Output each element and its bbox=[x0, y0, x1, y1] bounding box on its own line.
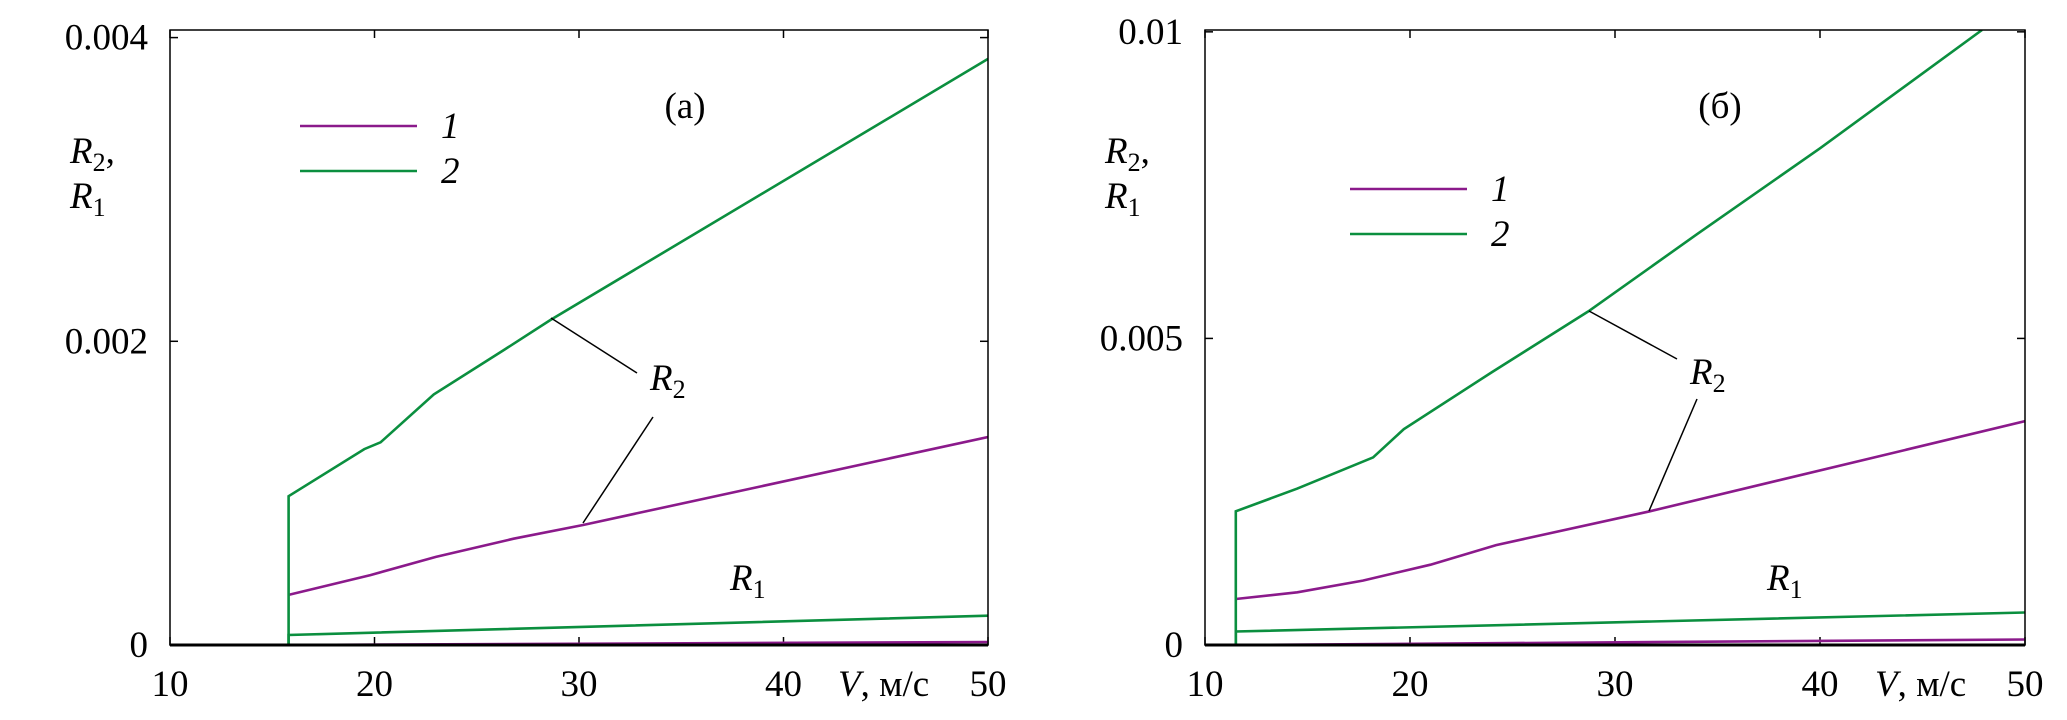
r2-annotation: R2 bbox=[649, 358, 686, 404]
y-tick-label: 0.01 bbox=[1118, 12, 1183, 53]
r2-leader-line-upper bbox=[550, 317, 638, 374]
x-tick-label: 20 bbox=[356, 664, 393, 705]
panel-label: (а) bbox=[664, 86, 705, 127]
y-tick-label: 0.004 bbox=[65, 18, 148, 59]
r2-annotation: R2 bbox=[1689, 352, 1726, 398]
legend: 12 bbox=[300, 106, 460, 192]
legend-label-2: 2 bbox=[441, 151, 460, 192]
series-2-r1-line bbox=[1205, 611, 2025, 645]
y-axis-label-r2: R2, bbox=[1104, 131, 1150, 177]
r2-leader-line-lower bbox=[582, 416, 654, 524]
x-tick-label: 10 bbox=[152, 664, 189, 705]
series-1-r2-line bbox=[288, 435, 988, 597]
r1-annotation: R1 bbox=[729, 558, 766, 604]
x-axis-label: V, м/с bbox=[838, 664, 929, 705]
x-tick-label: 50 bbox=[2007, 664, 2044, 705]
legend-label-1: 1 bbox=[441, 106, 460, 147]
x-tick-label: 10 bbox=[1187, 664, 1224, 705]
panel-label: (б) bbox=[1698, 86, 1741, 127]
legend: 12 bbox=[1350, 169, 1510, 255]
r2-leader-line-upper bbox=[1588, 310, 1678, 360]
x-tick-label: 50 bbox=[970, 664, 1007, 705]
plot-frame bbox=[169, 29, 989, 646]
series-2-r1-line bbox=[170, 614, 988, 645]
y-axis-label-r2: R2, bbox=[69, 131, 115, 177]
y-axis-label-r1: R1 bbox=[1104, 176, 1141, 222]
x-axis-label: V, м/с bbox=[1875, 664, 1966, 705]
y-tick-label: 0.002 bbox=[65, 321, 148, 362]
legend-label-1: 1 bbox=[1491, 169, 1510, 210]
r2-leader-line-lower bbox=[1648, 398, 1698, 512]
r1-annotation: R1 bbox=[1766, 558, 1803, 604]
y-tick-label: 0.005 bbox=[1100, 318, 1183, 359]
x-tick-label: 30 bbox=[561, 664, 598, 705]
x-tick-label: 40 bbox=[765, 664, 802, 705]
legend-label-2: 2 bbox=[1491, 214, 1510, 255]
plot-frame bbox=[1204, 29, 2026, 646]
series-2-r2-line bbox=[1234, 30, 1983, 645]
y-tick-label: 0 bbox=[130, 625, 149, 666]
series-2-r2-line bbox=[287, 57, 988, 645]
x-tick-label: 30 bbox=[1597, 664, 1634, 705]
y-axis-label-r1: R1 bbox=[69, 176, 106, 222]
x-tick-label: 20 bbox=[1392, 664, 1429, 705]
series-1-r2-line bbox=[1235, 419, 2025, 601]
x-tick-label: 40 bbox=[1802, 664, 1839, 705]
y-tick-label: 0 bbox=[1165, 625, 1184, 666]
